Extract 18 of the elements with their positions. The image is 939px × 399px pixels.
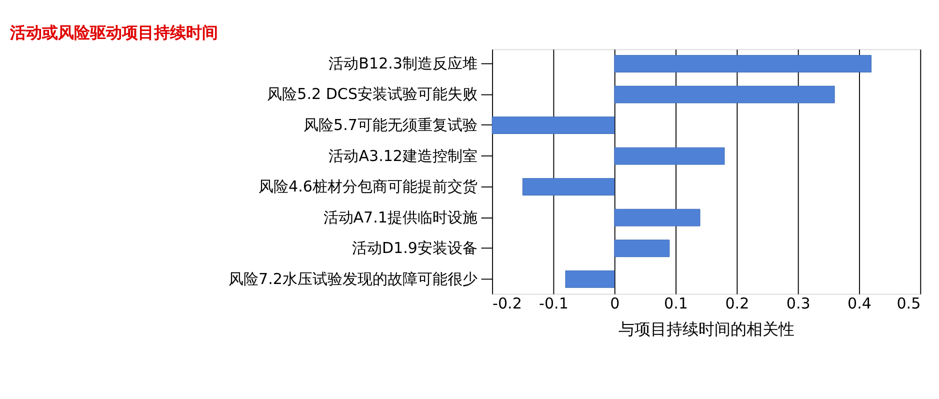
y-tick-label: 风险4.6桩材分包商可能提前交货	[258, 178, 478, 196]
x-tick-label: 0.1	[664, 294, 688, 312]
y-tick-label: 活动B12.3制造反应堆	[328, 54, 478, 72]
x-tick-label: 0.5	[896, 294, 921, 312]
y-tick-label: 活动A3.12建造控制室	[328, 146, 478, 165]
y-tick-label: 活动A7.1提供临时设施	[323, 208, 478, 226]
text: 活动或风险驱动项目持续时间	[8, 22, 218, 42]
x-axis-title: 与项目持续时间的相关性	[618, 320, 795, 339]
y-tick-label: 风险7.2水压试验发现的故障可能很少	[228, 270, 478, 288]
x-tick-label: 0.2	[725, 294, 750, 312]
x-tick-label: 0.4	[848, 294, 872, 312]
x-tick-label: -0.1	[539, 294, 568, 312]
y-tick-label: 风险5.7可能无须重复试验	[304, 116, 478, 134]
y-tick-label: 风险5.2 DCS安装试验可能失败	[267, 85, 478, 104]
x-tick-label: -0.2	[492, 294, 522, 312]
y-tick-label: 活动D1.9安装设备	[352, 239, 478, 258]
x-tick-label: 0	[610, 294, 620, 312]
x-tick-label: 0.3	[786, 294, 810, 312]
